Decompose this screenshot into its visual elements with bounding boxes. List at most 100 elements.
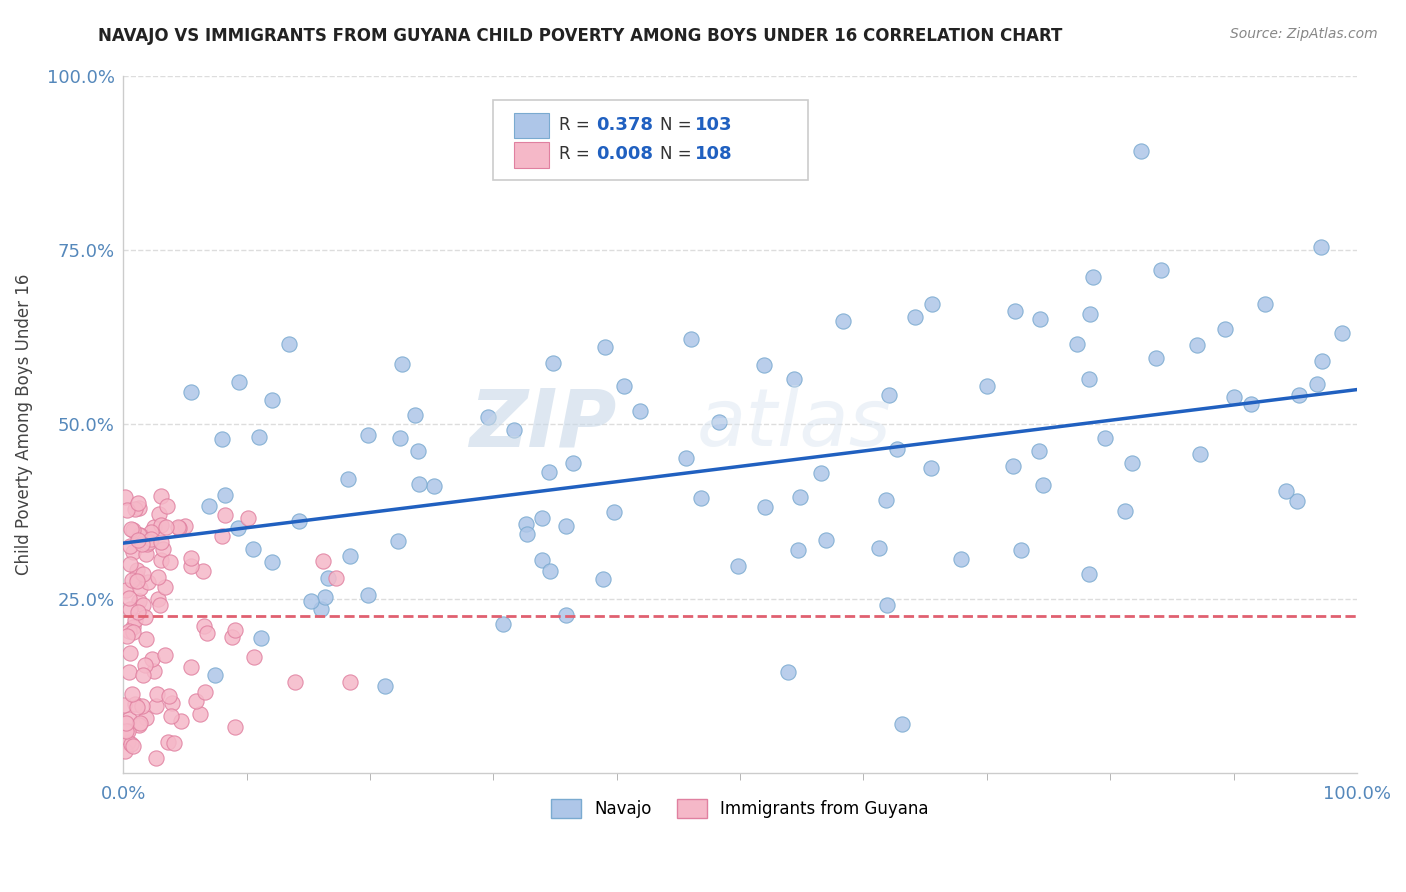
Point xyxy=(180,558,202,573)
Point xyxy=(1077,371,1099,385)
Point xyxy=(357,427,380,442)
Point xyxy=(1083,269,1105,284)
Point xyxy=(374,679,396,693)
Point xyxy=(555,608,578,623)
Point xyxy=(238,510,260,524)
Point xyxy=(904,310,927,325)
Point xyxy=(118,601,141,615)
Point xyxy=(1077,566,1099,581)
Point xyxy=(146,592,169,607)
Point xyxy=(128,528,150,542)
Point xyxy=(593,340,616,354)
Legend: Navajo, Immigrants from Guyana: Navajo, Immigrants from Guyana xyxy=(544,792,935,824)
Point xyxy=(149,553,172,567)
Text: atlas: atlas xyxy=(697,385,891,464)
Point xyxy=(211,432,233,446)
Text: R =: R = xyxy=(558,116,595,134)
Point xyxy=(115,715,138,730)
Point xyxy=(1002,459,1025,474)
Point xyxy=(709,415,731,429)
Point xyxy=(156,500,179,514)
Point xyxy=(135,711,157,725)
Point xyxy=(309,602,332,616)
Point xyxy=(339,549,361,563)
Point xyxy=(277,337,299,351)
Point xyxy=(555,519,578,533)
Point xyxy=(477,410,499,425)
Point xyxy=(118,712,141,726)
Point xyxy=(1029,312,1052,326)
Point xyxy=(868,541,890,555)
Point xyxy=(387,534,409,549)
Point xyxy=(561,457,583,471)
Point xyxy=(221,631,243,645)
Point xyxy=(180,551,202,566)
FancyBboxPatch shape xyxy=(515,112,548,138)
Point xyxy=(1114,504,1136,518)
Point xyxy=(1129,144,1152,158)
Point xyxy=(121,624,143,639)
Point xyxy=(879,388,901,402)
Point xyxy=(783,371,806,385)
Point xyxy=(299,593,322,607)
Point xyxy=(1305,376,1327,391)
Text: N =: N = xyxy=(659,145,697,163)
Point xyxy=(125,574,148,589)
Text: NAVAJO VS IMMIGRANTS FROM GUYANA CHILD POVERTY AMONG BOYS UNDER 16 CORRELATION C: NAVAJO VS IMMIGRANTS FROM GUYANA CHILD P… xyxy=(98,27,1063,45)
Point xyxy=(1149,263,1171,277)
Point xyxy=(950,552,973,566)
Point xyxy=(128,500,150,515)
Point xyxy=(121,522,143,536)
Point xyxy=(260,392,283,407)
Point xyxy=(1275,483,1298,498)
FancyBboxPatch shape xyxy=(494,100,808,180)
Point xyxy=(675,450,697,465)
Point xyxy=(117,735,139,749)
Point xyxy=(1310,354,1333,368)
Point xyxy=(810,466,832,480)
Point xyxy=(135,632,157,647)
Point xyxy=(337,472,360,486)
Point xyxy=(242,542,264,557)
Point xyxy=(1254,297,1277,311)
Point xyxy=(122,524,145,538)
Point xyxy=(814,533,837,547)
Point xyxy=(262,555,284,569)
Point xyxy=(921,297,943,311)
Point xyxy=(117,503,139,517)
Point xyxy=(150,517,173,532)
Point xyxy=(121,574,143,588)
Text: 108: 108 xyxy=(695,145,733,163)
Point xyxy=(198,499,221,513)
Point xyxy=(492,616,515,631)
Point xyxy=(173,519,195,533)
Point xyxy=(831,314,853,328)
Point xyxy=(423,479,446,493)
Point xyxy=(135,547,157,561)
Point xyxy=(891,717,914,731)
Point xyxy=(284,674,307,689)
Text: 103: 103 xyxy=(695,116,733,134)
Point xyxy=(128,528,150,542)
Point xyxy=(131,566,153,581)
Point xyxy=(752,358,775,372)
Point xyxy=(117,624,139,639)
Point xyxy=(188,707,211,722)
Point xyxy=(776,665,799,680)
Point xyxy=(125,570,148,584)
Point xyxy=(538,465,561,479)
Point xyxy=(184,694,207,708)
Point xyxy=(148,569,170,583)
Point xyxy=(124,613,146,627)
Point xyxy=(112,698,135,713)
Point xyxy=(204,668,226,682)
Text: 0.378: 0.378 xyxy=(596,116,652,134)
Point xyxy=(193,619,215,633)
Point xyxy=(538,564,561,578)
Point xyxy=(1286,494,1309,508)
Point xyxy=(159,708,181,723)
Point xyxy=(224,623,246,637)
Point xyxy=(516,527,538,541)
Point xyxy=(145,699,167,714)
Point xyxy=(121,545,143,559)
